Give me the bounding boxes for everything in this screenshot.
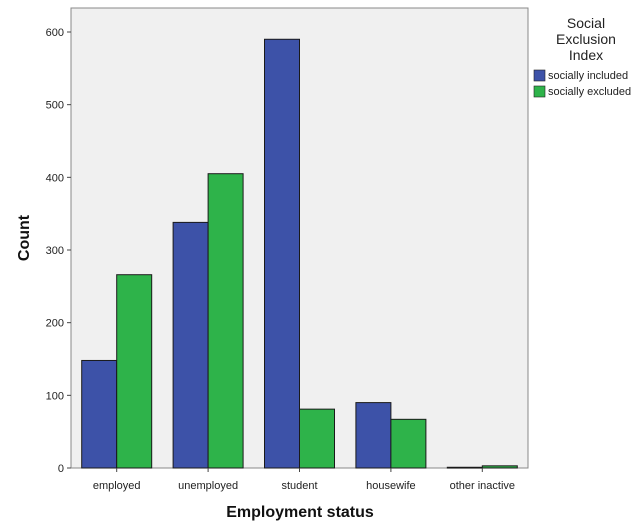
bar-housewife-socially-included — [355, 402, 392, 469]
bar-housewife-socially-excluded — [390, 418, 427, 469]
bar-unemployed-socially-excluded — [207, 173, 244, 469]
y-tick-label-0: 0 — [58, 463, 64, 475]
y-tick-label-200: 200 — [46, 318, 64, 330]
bar-other-inactive-socially-excluded — [481, 465, 518, 469]
bar-other-inactive-socially-included — [446, 466, 483, 469]
x-tick-label-housewife: housewife — [366, 480, 416, 492]
legend-title-line-1: Social — [567, 15, 605, 31]
bar-employed-socially-included — [81, 359, 118, 469]
y-axis: 0 100 200 300 400 500 600 — [46, 27, 71, 475]
y-tick-label-400: 400 — [46, 172, 64, 184]
x-tick-label-student: student — [281, 480, 317, 492]
x-axis: employed unemployed student housewife other … — [93, 468, 515, 492]
y-tick-label-300: 300 — [46, 245, 64, 257]
bar-student-socially-included — [264, 38, 300, 469]
bars-group — [81, 38, 518, 469]
legend-label-socially-excluded: socially excluded — [548, 86, 631, 98]
x-tick-label-unemployed: unemployed — [178, 480, 238, 492]
y-tick-label-100: 100 — [46, 390, 64, 402]
y-axis-title: Count — [16, 214, 33, 261]
x-tick-label-other-inactive: other inactive — [450, 480, 515, 492]
y-tick-label-500: 500 — [46, 100, 64, 112]
legend-swatch-socially-included — [533, 69, 546, 82]
legend: Social Exclusion Index socially included… — [533, 15, 631, 98]
bar-employed-socially-excluded — [116, 274, 153, 469]
x-tick-label-employed: employed — [93, 480, 141, 492]
y-tick-label-600: 600 — [46, 27, 64, 39]
bar-unemployed-socially-included — [172, 221, 209, 469]
bar-student-socially-excluded — [299, 408, 335, 469]
legend-label-socially-included: socially included — [548, 70, 628, 82]
legend-title-line-2: Exclusion — [556, 31, 616, 47]
x-axis-title: Employment status — [226, 504, 374, 521]
legend-title-line-3: Index — [569, 47, 603, 63]
legend-swatch-socially-excluded — [533, 85, 546, 98]
